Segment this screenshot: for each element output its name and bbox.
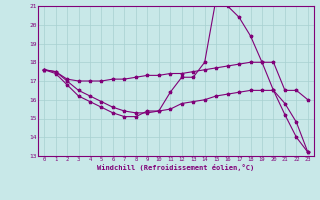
X-axis label: Windchill (Refroidissement éolien,°C): Windchill (Refroidissement éolien,°C) bbox=[97, 164, 255, 171]
